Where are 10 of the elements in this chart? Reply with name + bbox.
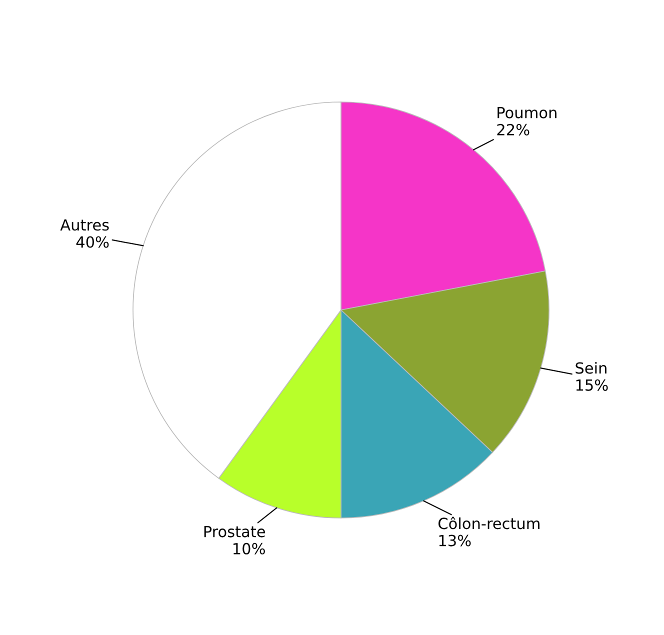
data-label: 10% [234, 542, 265, 554]
slice-label: Sein [576, 362, 606, 374]
slice-label: Autres [60, 219, 109, 231]
slice-label: Côlon-rectum [438, 516, 540, 530]
slice-label: Prostate [204, 526, 265, 538]
data-label: 13% [439, 534, 471, 546]
data-label: 22% [497, 124, 530, 136]
data-label: 40% [76, 236, 109, 248]
data-label: 15% [576, 379, 608, 391]
slice-label: Poumon [498, 107, 556, 118]
